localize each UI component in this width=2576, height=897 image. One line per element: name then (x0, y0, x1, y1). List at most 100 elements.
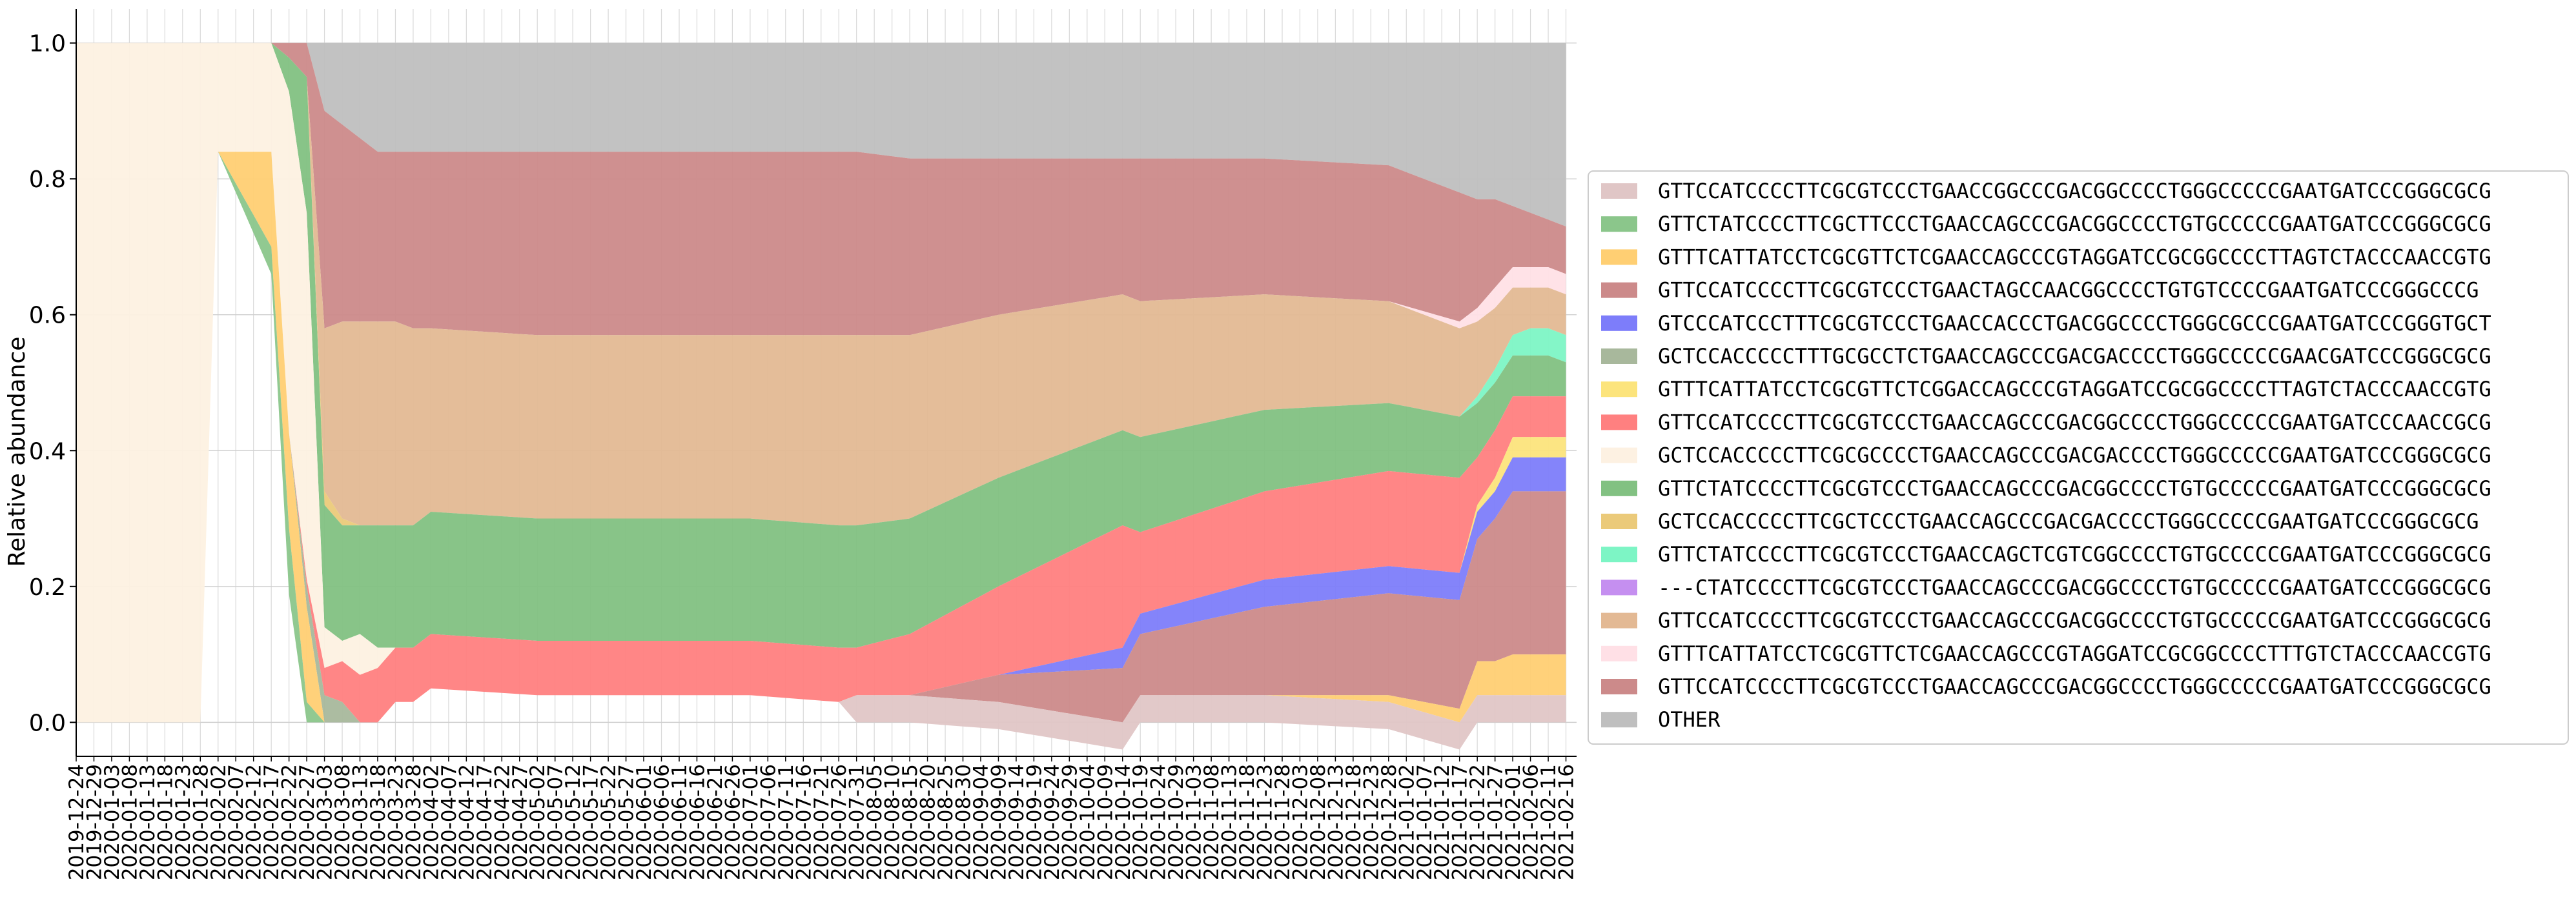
x-tick-label: 2020-04-22 (491, 764, 514, 880)
area-series-group (76, 43, 1566, 750)
x-tick-label: 2020-07-06 (757, 764, 780, 880)
x-tick-label: 2020-01-23 (172, 764, 195, 880)
x-tick-label: 2020-10-29 (1165, 764, 1188, 880)
x-tick-label: 2020-07-21 (810, 764, 833, 880)
x-tick-label: 2019-12-29 (83, 764, 107, 880)
legend-label: GTTCCATCCCCTTCGCGTCCCTGAACCAGCCCGACGGCCC… (1658, 410, 2491, 434)
x-tick-label: 2020-12-03 (1289, 764, 1313, 880)
legend-swatch (1601, 414, 1637, 430)
y-tick-label: 0.8 (29, 166, 66, 193)
legend-label: GTTCTATCCCCTTCGCTTCCCTGAACCAGCCCGACGGCCC… (1658, 212, 2491, 236)
y-tick-labels: 0.0 0.2 0.4 0.6 0.8 1.0 (29, 31, 66, 737)
x-tick-label: 2020-11-13 (1218, 764, 1242, 880)
x-tick-label: 2020-05-22 (597, 764, 620, 880)
x-tick-label: 2020-06-06 (651, 764, 674, 880)
x-tick-label: 2020-03-23 (385, 764, 408, 880)
x-tick-label: 2020-11-18 (1236, 764, 1259, 880)
legend-label: GTTCCATCCCCTTCGCGTCCCTGAACCAGCCCGACGGCCC… (1658, 609, 2491, 633)
x-tick-label: 2020-05-02 (526, 764, 549, 880)
x-tick-label: 2021-02-16 (1555, 764, 1579, 880)
x-tick-label: 2020-12-23 (1360, 764, 1383, 880)
x-tick-label: 2020-05-12 (562, 764, 585, 880)
x-tick-label: 2020-03-03 (314, 764, 337, 880)
legend-swatch (1601, 679, 1637, 694)
legend-label: GTTTCATTATCCTCGCGTTCTCGGACCAGCCCGTAGGATC… (1658, 377, 2491, 401)
x-tick-label: 2020-12-13 (1324, 764, 1347, 880)
legend-swatch (1601, 381, 1637, 398)
x-tick-label: 2021-01-07 (1413, 764, 1436, 880)
legend-swatch (1601, 216, 1637, 232)
x-tick-label: 2020-08-10 (881, 764, 905, 880)
legend-swatch (1601, 580, 1637, 596)
x-tick-label: 2020-06-21 (704, 764, 727, 880)
legend-label: GCTCCACCCCCTTTGCGCCTCTGAACCAGCCCGACGACCC… (1658, 344, 2491, 368)
x-tick-label: 2020-04-02 (420, 764, 443, 880)
x-tick-label: 2020-09-19 (1023, 764, 1046, 880)
x-tick-label: 2020-01-28 (189, 764, 212, 880)
x-tick-label: 2020-04-27 (509, 764, 532, 880)
x-tick-label: 2020-09-14 (1005, 764, 1028, 880)
area-series-0 (76, 43, 1566, 227)
x-tick-label: 2020-10-24 (1147, 764, 1170, 880)
x-tick-label: 2020-08-30 (952, 764, 976, 880)
area-series-1 (76, 43, 1566, 336)
x-tick-label: 2020-06-16 (686, 764, 710, 880)
x-tick-label: 2020-01-18 (154, 764, 177, 880)
x-tick-label: 2020-06-26 (721, 764, 744, 880)
x-tick-label: 2020-03-08 (331, 764, 354, 880)
x-tick-label: 2021-02-06 (1520, 764, 1543, 880)
y-tick-label: 0.2 (29, 574, 66, 601)
x-tick-label: 2020-11-08 (1200, 764, 1223, 880)
x-tick-label: 2020-09-09 (988, 764, 1011, 880)
x-tick-label: 2020-10-09 (1094, 764, 1117, 880)
x-tick-label: 2020-04-07 (438, 764, 461, 880)
x-tick-label: 2020-01-13 (136, 764, 159, 880)
x-tick-label: 2020-08-05 (863, 764, 886, 880)
x-tick-label: 2020-07-01 (739, 764, 762, 880)
x-tick-label: 2020-02-17 (260, 764, 283, 880)
legend-label: GTTCCATCCCCTTCGCGTCCCTGAACCAGCCCGACGGCCC… (1658, 674, 2491, 699)
legend-label: OTHER (1658, 707, 1721, 732)
legend-label: GTTCTATCCCCTTCGCGTCCCTGAACCAGCCCGACGGCCC… (1658, 476, 2491, 501)
legend-swatch (1601, 282, 1637, 298)
x-tick-label: 2021-01-22 (1466, 764, 1489, 880)
area-series-8 (76, 43, 1566, 723)
x-tick-label: 2020-07-31 (846, 764, 869, 880)
x-tick-label: 2021-01-02 (1395, 764, 1418, 880)
legend-label: GTCCCATCCCTTTCGCGTCCCTGAACCACCCTGACGGCCC… (1658, 311, 2491, 336)
legend-box (1588, 170, 2569, 745)
x-tick-label: 2020-02-02 (207, 764, 230, 880)
x-tick-label: 2021-01-27 (1484, 764, 1508, 880)
legend-label: GTTTCATTATCCTCGCGTTCTCGAACCAGCCCGTAGGATC… (1658, 641, 2491, 666)
x-tick-label: 2020-10-04 (1076, 764, 1099, 880)
x-tick-label: 2020-11-23 (1254, 764, 1277, 880)
x-tick-label: 2020-03-18 (367, 764, 390, 880)
x-tick-label: 2020-03-13 (349, 764, 373, 880)
x-tick-label: 2020-02-27 (296, 764, 319, 880)
x-tick-label: 2020-07-16 (792, 764, 815, 880)
legend-label: GCTCCACCCCCTTCGCGCCCCTGAACCAGCCCGACGACCC… (1658, 443, 2491, 468)
x-tick-label: 2020-11-28 (1271, 764, 1294, 880)
x-tick-label: 2020-08-20 (917, 764, 940, 880)
y-axis-label: Relative abundance (4, 337, 30, 567)
legend-swatch (1601, 645, 1637, 661)
legend-swatch (1601, 547, 1637, 563)
x-tick-label: 2020-09-24 (1041, 764, 1064, 880)
y-tick-label: 0.6 (29, 303, 66, 329)
legend-swatch (1601, 315, 1637, 331)
x-tick-label: 2020-05-17 (580, 764, 603, 880)
x-tick-label: 2020-10-14 (1112, 764, 1135, 880)
x-tick-label: 2020-11-03 (1183, 764, 1206, 880)
x-tick-label: 2021-01-12 (1431, 764, 1454, 880)
legend-label: GTTCCATCCCCTTCGCGTCCCTGAACTAGCCAACGGCCCC… (1658, 278, 2479, 303)
y-tick-label: 0.0 (29, 710, 66, 736)
x-tick-label: 2020-12-28 (1378, 764, 1401, 880)
legend-swatch (1601, 447, 1637, 463)
legend-swatch (1601, 480, 1637, 496)
x-tick-label: 2020-06-01 (633, 764, 656, 880)
x-tick-label: 2020-02-22 (278, 764, 302, 880)
x-tick-label: 2020-09-29 (1058, 764, 1081, 880)
legend-swatch (1601, 514, 1637, 529)
x-tick-label: 2019-12-24 (65, 764, 88, 880)
